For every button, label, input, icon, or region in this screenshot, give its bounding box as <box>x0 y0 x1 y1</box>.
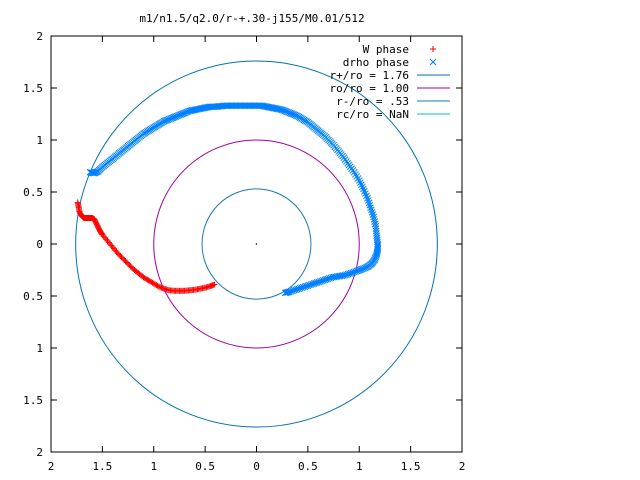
legend-label: drho phase <box>343 56 409 69</box>
circle-1 <box>153 139 360 349</box>
center-point <box>255 243 258 245</box>
x-tick-label: 1 <box>150 460 157 473</box>
x-tick-label: 1.5 <box>92 460 112 473</box>
point-0 <box>155 283 162 290</box>
y-tick-label: 2 <box>36 30 43 43</box>
point-0 <box>117 252 124 259</box>
point-1 <box>367 204 374 211</box>
point-0 <box>158 284 165 291</box>
point-1 <box>366 201 374 209</box>
legend-label: ro/ro = 1.00 <box>330 82 409 95</box>
point-0 <box>118 254 125 261</box>
point-0 <box>116 251 123 258</box>
x-tick-label: 0 <box>253 460 260 473</box>
chart-title: m1/n1.5/q2.0/r-+.30-j155/M0.01/512 <box>139 12 364 25</box>
point-1 <box>281 289 289 297</box>
point-1 <box>364 194 371 202</box>
legend-marker <box>430 46 436 52</box>
point-0 <box>127 263 134 270</box>
y-tick-label: 2 <box>36 446 43 459</box>
y-tick-label: 1.5 <box>23 394 43 407</box>
legend-label: r-/ro = .53 <box>336 95 409 108</box>
point-1 <box>283 289 291 296</box>
point-0 <box>122 258 129 265</box>
legend-label: r+/ro = 1.76 <box>330 69 409 82</box>
x-tick-label: 1 <box>356 460 363 473</box>
point-1 <box>355 177 363 184</box>
point-1 <box>368 208 376 216</box>
circle-0 <box>75 60 438 428</box>
point-1 <box>358 183 366 191</box>
y-tick-label: 1.5 <box>23 82 43 95</box>
point-1 <box>282 289 290 296</box>
y-tick-label: 0.5 <box>23 290 43 303</box>
point-0 <box>114 250 121 257</box>
legend-label: rc/ro = NaN <box>336 108 409 121</box>
circles-layer <box>75 60 438 428</box>
legend-label: W phase <box>363 43 409 56</box>
point-1 <box>373 248 381 256</box>
x-tick-label: 0.5 <box>195 460 215 473</box>
series-layer <box>74 102 382 297</box>
point-0 <box>123 259 130 266</box>
point-0 <box>119 255 126 262</box>
y-tick-label: 0.5 <box>23 186 43 199</box>
point-1 <box>356 179 364 186</box>
point-1 <box>357 181 365 189</box>
circle-2 <box>201 188 312 300</box>
legend-marker <box>429 58 437 66</box>
point-0 <box>121 256 128 263</box>
point-0 <box>154 282 161 289</box>
point-0 <box>125 260 132 267</box>
point-1 <box>276 105 283 113</box>
x-tick-label: 2 <box>459 460 466 473</box>
point-0 <box>211 281 218 288</box>
point-1 <box>364 197 372 204</box>
y-tick-label: 1 <box>36 134 43 147</box>
x-tick-label: 2 <box>48 460 55 473</box>
y-tick-label: 0 <box>36 238 43 251</box>
point-0 <box>126 262 133 269</box>
ticks-layer: 2 1.5 1 0.5 0 0.5 1 1.5 221.510.500.511.52 <box>23 30 465 473</box>
y-tick-label: 1 <box>36 342 43 355</box>
point-1 <box>367 206 375 214</box>
point-0 <box>157 284 164 291</box>
point-1 <box>365 199 373 207</box>
point-0 <box>159 285 166 292</box>
x-tick-label: 1.5 <box>401 460 421 473</box>
x-tick-label: 0.5 <box>298 460 318 473</box>
